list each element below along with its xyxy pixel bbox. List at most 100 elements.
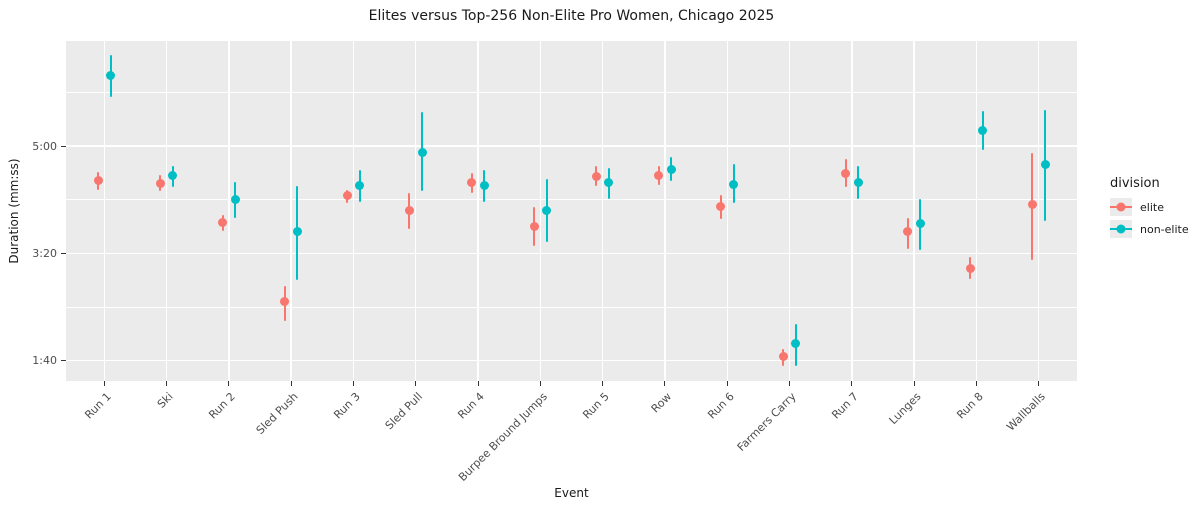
x-tick-label-text: Run 2 (206, 390, 239, 422)
gridline-major-x (601, 41, 604, 381)
x-tick-mark (539, 381, 541, 386)
x-tick-label-text: Row (648, 390, 675, 416)
point-elite (965, 263, 975, 273)
gridline-major-x (1038, 41, 1040, 381)
legend-title: division (1110, 176, 1160, 191)
legend-key-elite (1110, 198, 1132, 216)
point-elite (654, 170, 664, 180)
x-axis-title: Event (554, 486, 589, 500)
point-non-elite (168, 170, 178, 180)
legend-label: non-elite (1140, 222, 1189, 236)
y-tick-mark (61, 360, 66, 362)
x-tick-label-text: Run 1 (81, 390, 114, 422)
point-elite (218, 217, 228, 227)
point-non-elite (604, 178, 614, 188)
x-tick-mark (103, 381, 105, 386)
point-elite (903, 227, 913, 237)
x-tick-label-text: Run 5 (580, 390, 612, 422)
plot-panel (66, 41, 1077, 381)
x-tick-label-text: Wallballs (1004, 390, 1048, 434)
point-non-elite (729, 180, 739, 190)
x-tick-mark (290, 381, 292, 386)
x-tick-mark (913, 381, 915, 386)
legend-label: elite (1140, 200, 1164, 214)
x-tick-mark (602, 381, 604, 386)
point-elite (280, 297, 290, 307)
x-tick-label-text: Sled Push (253, 390, 301, 437)
point-non-elite (542, 205, 552, 215)
point-elite (591, 171, 601, 181)
gridline-minor-y (66, 92, 1077, 93)
gridline-major-x (477, 41, 479, 381)
point-non-elite (791, 338, 801, 348)
point-non-elite (355, 181, 365, 191)
gridline-major-x (788, 41, 791, 381)
x-tick-label-text: Run 6 (704, 390, 737, 422)
point-elite (778, 351, 788, 361)
x-tick-label-text: Sled Pull (382, 390, 425, 433)
point-elite (93, 175, 103, 185)
x-tick-label-text: Ski (154, 390, 176, 411)
point-non-elite (479, 181, 489, 191)
gridline-major-x (103, 41, 105, 381)
point-elite (716, 201, 726, 211)
x-tick-label-text: Run 4 (455, 390, 488, 422)
gridline-major-y (66, 145, 1077, 147)
chart-title: Elites versus Top-256 Non-Elite Pro Wome… (368, 8, 775, 24)
x-tick-mark (789, 381, 791, 386)
point-elite (841, 169, 851, 179)
gridline-major-x (415, 41, 417, 381)
gridline-major-y (66, 359, 1077, 362)
gridline-minor-y (66, 199, 1077, 201)
legend-item-elite: elite (1110, 198, 1189, 216)
y-tick-label: 5:00 (32, 139, 57, 153)
gridline-major-x (352, 41, 355, 381)
point-elite (467, 178, 477, 188)
x-tick-mark (415, 381, 417, 386)
gridline-major-y (66, 252, 1077, 255)
gridline-major-x (228, 41, 230, 381)
gridline-major-x (664, 41, 666, 381)
point-non-elite (106, 70, 116, 80)
point-non-elite (417, 148, 427, 158)
legend-key-dot (1116, 224, 1126, 234)
point-non-elite (666, 165, 676, 175)
point-elite (1027, 199, 1037, 209)
y-tick-mark (61, 145, 66, 147)
gridline-major-x (975, 41, 978, 381)
point-non-elite (978, 125, 988, 135)
x-tick-mark (851, 381, 853, 386)
legend-key-dot (1116, 202, 1126, 212)
x-tick-mark (352, 381, 354, 386)
x-tick-mark (477, 381, 479, 386)
y-tick-label: 1:40 (32, 354, 57, 368)
x-tick-mark (726, 381, 728, 386)
gridline-minor-y (66, 306, 1077, 308)
x-tick-mark (975, 381, 977, 386)
gridline-major-x (165, 41, 168, 381)
gridline-major-x (913, 41, 915, 381)
point-non-elite (230, 195, 240, 205)
legend-item-non-elite: non-elite (1110, 220, 1189, 238)
x-tick-mark (664, 381, 666, 386)
point-elite (529, 222, 539, 232)
legend-key-non-elite (1110, 220, 1132, 238)
y-tick-label: 3:20 (32, 246, 57, 260)
point-elite (404, 205, 414, 215)
point-non-elite (915, 218, 925, 228)
gridline-major-x (539, 41, 542, 381)
point-non-elite (853, 178, 863, 188)
point-non-elite (1040, 159, 1050, 169)
legend: division elite non-elite (1110, 176, 1189, 242)
x-tick-label-text: Run 7 (829, 390, 862, 422)
gridline-major-x (290, 41, 292, 381)
point-elite (342, 190, 352, 200)
x-tick-mark (1038, 381, 1040, 386)
x-tick-label-text: Run 8 (954, 390, 986, 422)
x-tick-mark (228, 381, 230, 386)
x-tick-label-text: Run 3 (331, 390, 363, 422)
point-elite (155, 179, 165, 189)
gridline-major-x (851, 41, 853, 381)
x-tick-label-text: Lunges (886, 390, 924, 428)
